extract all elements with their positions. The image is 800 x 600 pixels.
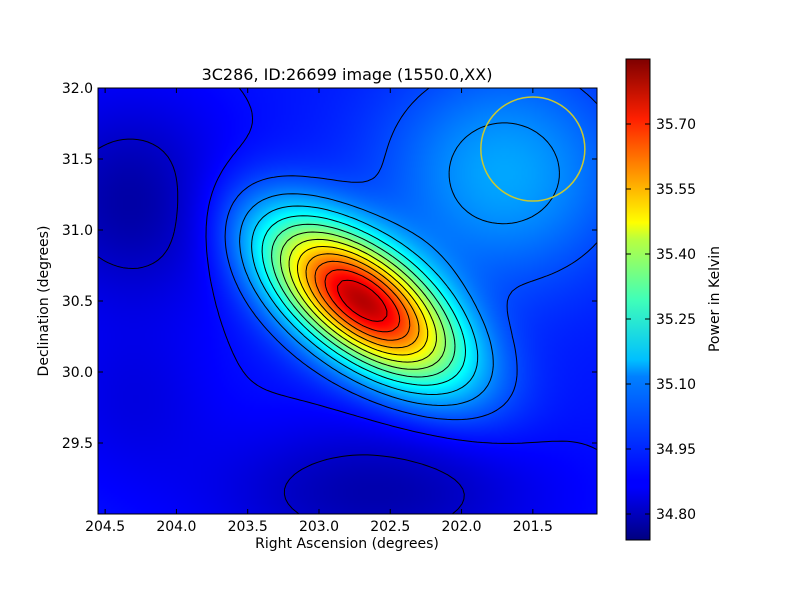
contour-line bbox=[251, 205, 479, 395]
x-tick-label: 202.5 bbox=[370, 519, 410, 535]
plot-area: 204.5 204.0 203.5 203.0 202.5 202.0 201.5 29.5… bbox=[62, 81, 598, 535]
y-tick-label: 31.5 bbox=[62, 152, 93, 168]
contour-line bbox=[98, 138, 465, 514]
x-tick-label: 201.5 bbox=[513, 519, 553, 535]
contour-line bbox=[224, 88, 597, 421]
contour-line bbox=[305, 253, 420, 349]
colorbar-tick-label: 35.10 bbox=[656, 377, 696, 393]
x-axis-ticks: 204.5 204.0 203.5 203.0 202.5 202.0 201.5 bbox=[85, 88, 553, 535]
y-tick-label: 29.5 bbox=[62, 436, 93, 452]
y-tick-label: 31.0 bbox=[62, 223, 93, 239]
colorbar-tick-label: 34.80 bbox=[656, 507, 696, 523]
y-axis-label: Declination (degrees) bbox=[36, 226, 52, 377]
colorbar-tick-label: 34.95 bbox=[656, 442, 696, 458]
colorbar-tick-label: 35.40 bbox=[656, 247, 696, 263]
contour-line bbox=[297, 246, 429, 356]
contour-line bbox=[337, 279, 388, 322]
contour-line bbox=[271, 223, 456, 378]
x-tick-label: 203.0 bbox=[299, 519, 339, 535]
colorbar-tick-label: 35.55 bbox=[656, 182, 696, 198]
contour-line bbox=[261, 215, 466, 386]
colorbar-gradient bbox=[625, 58, 651, 541]
contour-line bbox=[314, 260, 411, 341]
contour-lines bbox=[98, 88, 597, 514]
contour-line bbox=[239, 122, 560, 406]
heatmap-image bbox=[98, 88, 597, 514]
x-tick-label: 204.5 bbox=[85, 519, 125, 535]
y-axis-ticks: 29.5 30.0 30.5 31.0 31.5 32.0 bbox=[62, 81, 597, 452]
beam-circle bbox=[480, 96, 586, 202]
colorbar: 34.80 34.95 35.10 35.25 35.40 35.55 35.70 Powe… bbox=[625, 58, 723, 541]
contour-line bbox=[324, 269, 401, 333]
y-tick-label: 30.0 bbox=[62, 365, 93, 381]
chart-title: 3C286, ID:26699 image (1550.0,XX) bbox=[202, 65, 493, 84]
x-tick-label: 204.0 bbox=[156, 519, 196, 535]
x-axis-label: Right Ascension (degrees) bbox=[255, 536, 439, 552]
y-tick-label: 32.0 bbox=[62, 81, 93, 97]
contour-line bbox=[288, 238, 437, 363]
colorbar-ticks: 34.80 34.95 35.10 35.25 35.40 35.55 35.70 bbox=[626, 117, 696, 523]
colorbar-tick-label: 35.25 bbox=[656, 312, 696, 328]
x-tick-label: 203.5 bbox=[228, 519, 268, 535]
contour-line bbox=[280, 231, 446, 370]
y-tick-label: 30.5 bbox=[62, 294, 93, 310]
colorbar-label: Power in Kelvin bbox=[707, 246, 723, 352]
contour-line bbox=[205, 88, 597, 451]
colorbar-tick-label: 35.70 bbox=[656, 117, 696, 133]
x-tick-label: 202.0 bbox=[442, 519, 482, 535]
